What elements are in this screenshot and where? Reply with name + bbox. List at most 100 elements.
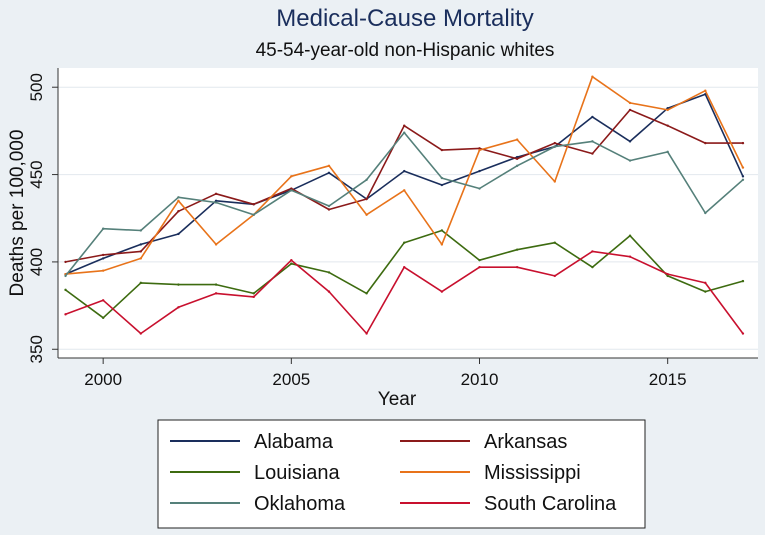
data-point-south-carolina-2007 [365,332,368,335]
data-point-south-carolina-2008 [403,265,406,269]
data-point-mississippi-2013 [591,75,594,78]
data-point-south-carolina-2006 [327,290,331,293]
data-point-south-carolina-2000 [101,299,105,302]
y-tick-label: 450 [27,160,46,188]
data-point-louisiana-2001 [139,281,142,285]
data-point-mississippi-2017 [741,166,745,169]
data-point-louisiana-2012 [553,241,556,244]
chart-title: Medical-Cause Mortality [276,5,533,32]
data-point-arkansas-1999 [64,260,67,264]
data-point-oklahoma-2013 [591,140,594,143]
data-point-louisiana-2007 [365,292,368,295]
data-point-louisiana-2013 [591,265,594,269]
data-point-oklahoma-2017 [741,178,745,182]
data-point-oklahoma-2014 [628,159,632,162]
data-point-south-carolina-2016 [704,281,707,285]
data-point-louisiana-2014 [628,234,632,237]
x-tick-label: 2010 [461,370,499,389]
x-tick-label: 2000 [84,370,122,389]
data-point-south-carolina-2015 [666,272,669,276]
data-point-mississippi-2011 [515,138,519,141]
data-point-south-carolina-2017 [741,332,745,335]
data-point-louisiana-2005 [290,262,293,265]
x-tick-label: 2005 [272,370,310,389]
data-point-oklahoma-2010 [478,187,481,190]
data-point-louisiana-1999 [64,288,67,292]
chart-subtitle: 45-54-year-old non-Hispanic whites [256,40,555,61]
gridlines [58,86,758,350]
data-point-alabama-2014 [628,140,632,143]
data-point-louisiana-2017 [741,279,745,283]
data-point-south-carolina-2001 [139,332,142,335]
data-point-louisiana-2009 [440,229,444,232]
data-point-arkansas-2011 [515,157,519,161]
data-point-arkansas-2016 [704,141,707,145]
data-point-oklahoma-2002 [177,196,180,199]
data-point-oklahoma-2001 [139,229,142,232]
data-point-south-carolina-2003 [214,292,218,295]
data-point-arkansas-2006 [327,208,331,211]
data-point-mississippi-2002 [177,199,180,202]
data-point-oklahoma-2005 [290,189,293,192]
data-point-mississippi-2010 [478,148,481,152]
data-point-arkansas-2005 [290,187,293,190]
data-point-mississippi-2014 [628,101,632,105]
data-point-mississippi-2005 [290,175,293,178]
data-point-mississippi-2003 [214,243,218,246]
data-point-louisiana-2011 [515,248,519,251]
data-point-arkansas-2003 [214,192,218,195]
data-point-arkansas-2000 [101,253,105,257]
data-point-mississippi-2006 [327,164,331,168]
data-point-oklahoma-2004 [252,213,255,216]
data-point-louisiana-2004 [252,292,255,295]
x-tick-label: 2015 [649,370,687,389]
data-point-south-carolina-2002 [177,306,180,309]
data-point-mississippi-2012 [553,180,556,183]
data-point-arkansas-2015 [666,124,669,127]
data-point-south-carolina-2004 [252,295,255,299]
data-point-south-carolina-1999 [64,313,67,316]
data-point-oklahoma-2011 [515,164,519,168]
y-axis-label: Deaths per 100,000 [7,130,28,297]
data-point-alabama-2003 [214,199,218,202]
y-tick-label: 500 [27,73,46,101]
legend-label-arkansas: Arkansas [484,431,567,453]
data-point-oklahoma-2015 [666,150,669,154]
legend-label-mississippi: Mississippi [484,462,581,484]
data-point-alabama-2009 [440,183,444,187]
data-point-louisiana-2008 [403,241,406,244]
legend-box [157,419,646,529]
data-point-alabama-2002 [177,232,180,236]
series-lines [64,75,745,335]
data-point-oklahoma-2009 [440,176,444,180]
legend-label-oklahoma: Oklahoma [254,493,346,515]
data-point-arkansas-2009 [440,148,444,152]
data-point-arkansas-2008 [403,124,406,127]
data-point-arkansas-2001 [139,250,142,253]
data-point-oklahoma-2000 [101,227,105,230]
data-point-louisiana-2010 [478,258,481,262]
data-point-alabama-2017 [741,175,745,178]
data-point-louisiana-2006 [327,271,331,274]
data-point-louisiana-2016 [704,290,707,293]
data-point-south-carolina-2012 [553,274,556,278]
data-point-louisiana-2002 [177,283,180,286]
data-point-alabama-2006 [327,171,331,175]
data-point-mississippi-2015 [666,108,669,112]
data-point-oklahoma-2012 [553,145,556,148]
y-tick-label: 350 [27,335,46,363]
plot-area [58,68,758,358]
data-point-mississippi-2008 [403,189,406,192]
legend-label-south-carolina: South Carolina [484,493,617,515]
legend: Alabama Arkansas Louisiana Mississippi Oklah… [170,431,617,515]
legend-label-alabama: Alabama [254,431,334,453]
data-point-arkansas-2004 [252,203,255,206]
data-point-alabama-2013 [591,115,594,119]
data-point-arkansas-2010 [478,147,481,150]
y-tick-label: 400 [27,248,46,276]
data-point-louisiana-2003 [214,283,218,286]
data-point-mississippi-2007 [365,213,368,216]
data-point-alabama-2000 [101,257,105,260]
